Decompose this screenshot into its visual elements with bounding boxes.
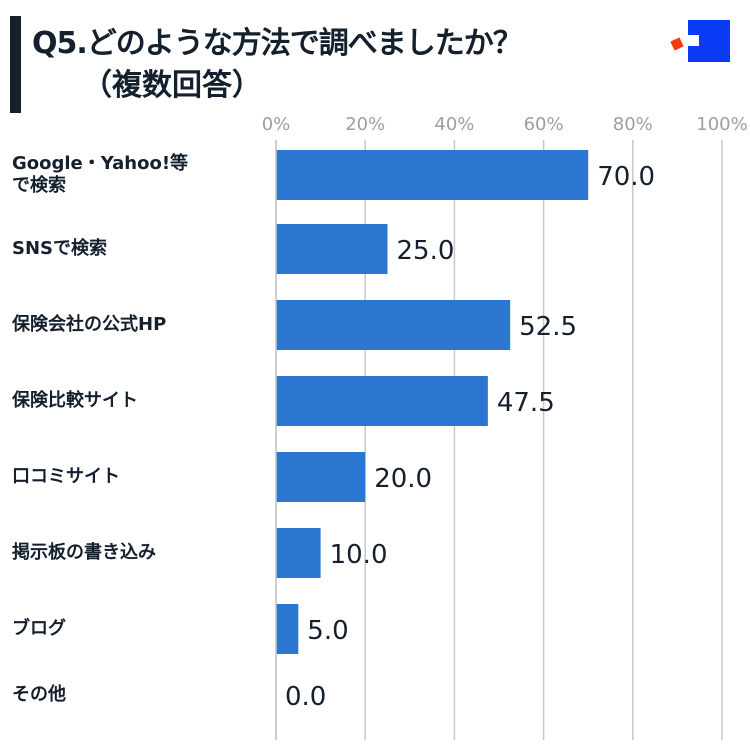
- x-tick-label: 0%: [262, 114, 291, 135]
- logo-orange-square: [670, 37, 684, 51]
- data-label: 52.5: [519, 312, 577, 342]
- page-title: Q5.どのような方法で調べましたか？: [32, 26, 523, 61]
- category-label-line: 口コミサイト: [12, 466, 120, 487]
- bar: [276, 376, 488, 426]
- category-label-line: Google・Yahoo!等: [12, 153, 189, 174]
- x-tick-label: 60%: [524, 114, 564, 135]
- page-subtitle: （複数回答）: [82, 68, 262, 103]
- category-label-line: 保険比較サイト: [12, 390, 138, 411]
- logo-notch: [688, 35, 699, 46]
- data-label: 10.0: [330, 540, 388, 570]
- data-label: 20.0: [374, 464, 432, 494]
- bar: [276, 300, 511, 350]
- bar: [276, 150, 589, 200]
- category-label-line: 保険会社の公式HP: [12, 314, 167, 335]
- bar: [276, 224, 388, 274]
- category-label: 保険比較サイト: [12, 390, 262, 412]
- category-label-line: 掲示板の書き込み: [12, 542, 156, 563]
- category-label-line: ブログ: [12, 618, 66, 639]
- x-tick-label: 40%: [434, 114, 474, 135]
- category-label: ブログ: [12, 618, 262, 640]
- category-label: SNSで検索: [12, 238, 262, 260]
- bar: [276, 528, 321, 578]
- brand-logo: [670, 20, 730, 62]
- category-label-line: その他: [12, 684, 66, 705]
- category-label: 保険会社の公式HP: [12, 314, 262, 336]
- bar: [276, 604, 299, 654]
- x-tick-label: 20%: [345, 114, 385, 135]
- category-label: 口コミサイト: [12, 466, 262, 488]
- category-label: その他: [12, 684, 262, 706]
- category-label-line: で検索: [12, 175, 66, 196]
- x-tick-label: 80%: [613, 114, 653, 135]
- data-label: 0.0: [285, 682, 326, 712]
- data-label: 70.0: [597, 162, 655, 192]
- category-label: 掲示板の書き込み: [12, 542, 262, 564]
- category-label-line: SNSで検索: [12, 238, 107, 259]
- data-label: 47.5: [497, 388, 555, 418]
- title-accent-bar: [10, 16, 21, 113]
- data-label: 5.0: [307, 616, 348, 646]
- x-tick-label: 100%: [696, 114, 747, 135]
- category-label: Google・Yahoo!等 で検索: [12, 153, 262, 197]
- data-label: 25.0: [397, 236, 455, 266]
- bar: [276, 452, 366, 502]
